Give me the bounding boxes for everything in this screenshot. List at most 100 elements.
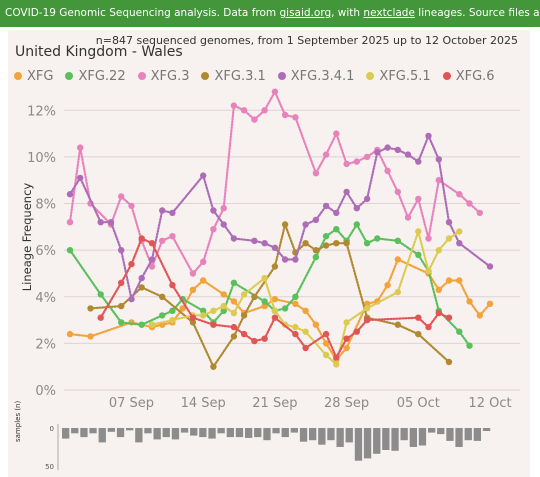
x-tick-label: 07 Sep	[109, 396, 154, 411]
data-point	[118, 319, 125, 326]
legend-item[interactable]: XFG.3.1	[201, 69, 266, 84]
data-point	[404, 151, 412, 158]
legend-item[interactable]: XFG.5.1	[366, 69, 431, 84]
samples-bar	[135, 428, 143, 443]
legend-item[interactable]: XFG.3	[137, 68, 190, 84]
samples-bar	[318, 428, 326, 445]
data-point	[220, 221, 227, 228]
data-point	[240, 312, 248, 319]
data-point	[169, 316, 176, 324]
legend-swatch	[277, 72, 286, 80]
data-point	[312, 216, 320, 224]
x-tick-label: 14 Sep	[181, 396, 226, 411]
samples-bar	[464, 428, 472, 441]
samples-bar	[171, 428, 180, 440]
data-point	[343, 160, 350, 168]
data-point	[476, 312, 483, 319]
data-point	[281, 111, 289, 119]
samples-bar	[62, 428, 70, 439]
data-point	[97, 219, 104, 226]
data-point	[312, 170, 320, 177]
gisaid-link[interactable]: gisaid.org	[279, 7, 332, 19]
data-point	[322, 233, 330, 240]
data-point	[333, 226, 340, 233]
legend-item[interactable]: XFG.3.4.1	[277, 68, 355, 84]
data-point	[128, 260, 135, 268]
nextclade-link[interactable]: nextclade	[363, 7, 415, 19]
samples-bar	[116, 428, 125, 438]
samples-bar	[309, 428, 317, 441]
legend-label: XFG.3.4.1	[290, 68, 355, 84]
legend-item[interactable]: XFG	[14, 69, 53, 84]
data-point	[312, 321, 320, 328]
data-point	[445, 277, 453, 284]
data-point	[220, 291, 227, 298]
data-point	[333, 209, 340, 217]
data-point	[415, 228, 422, 235]
samples-bar	[199, 428, 207, 438]
data-point	[77, 144, 84, 151]
data-point	[394, 188, 401, 196]
data-point	[200, 312, 207, 319]
data-point	[210, 363, 217, 370]
data-point	[281, 256, 289, 263]
data-point	[251, 237, 258, 244]
data-point	[353, 221, 360, 228]
data-point	[148, 321, 156, 328]
data-point	[374, 149, 381, 156]
data-point	[404, 214, 412, 221]
data-point	[118, 302, 125, 310]
data-point	[466, 298, 473, 305]
data-point	[353, 328, 360, 335]
series-line-XFG.22	[68, 222, 471, 347]
x-tick-label: 05 Oct	[397, 396, 440, 411]
samples-bar	[217, 428, 225, 434]
data-point	[415, 330, 422, 338]
samples-bar	[354, 428, 363, 461]
data-point	[394, 237, 401, 244]
legend-label: XFG.3	[150, 68, 190, 84]
data-point	[486, 263, 494, 270]
legend-item[interactable]: XFG.22	[65, 69, 126, 84]
data-point	[261, 107, 268, 114]
samples-bar	[363, 428, 372, 459]
data-point	[415, 158, 422, 165]
samples-bar	[190, 428, 198, 436]
samples-bar	[272, 428, 280, 434]
data-point	[77, 174, 84, 182]
data-point	[66, 191, 74, 198]
data-point	[169, 233, 176, 240]
legend-swatch	[137, 72, 146, 80]
data-point	[394, 256, 401, 263]
data-point	[435, 309, 442, 317]
data-point	[230, 102, 238, 109]
data-point	[189, 286, 197, 293]
data-point	[435, 247, 442, 254]
data-point	[466, 200, 473, 207]
data-point	[189, 270, 197, 277]
data-point	[425, 235, 432, 242]
samples-bar	[180, 428, 189, 433]
legend-label: XFG	[27, 68, 54, 84]
data-point	[169, 209, 176, 217]
samples-bar	[446, 428, 454, 441]
x-tick-label: 21 Sep	[252, 396, 297, 411]
legend-swatch	[65, 72, 74, 80]
samples-bar	[281, 428, 289, 438]
banner-text-prefix: COVID-19 Genomic Sequencing analysis. Da…	[5, 7, 280, 19]
data-point	[200, 277, 207, 284]
legend-item[interactable]: XFG.6	[442, 69, 495, 84]
data-point	[189, 314, 197, 321]
samples-bar	[208, 428, 216, 439]
data-point	[384, 144, 391, 151]
data-point	[281, 305, 289, 312]
data-point	[230, 298, 238, 305]
data-point	[240, 107, 248, 114]
samples-bar	[382, 428, 390, 450]
data-point	[333, 130, 340, 137]
data-point	[445, 358, 453, 366]
data-point	[251, 337, 258, 345]
data-point	[66, 247, 74, 254]
data-point	[210, 307, 217, 314]
